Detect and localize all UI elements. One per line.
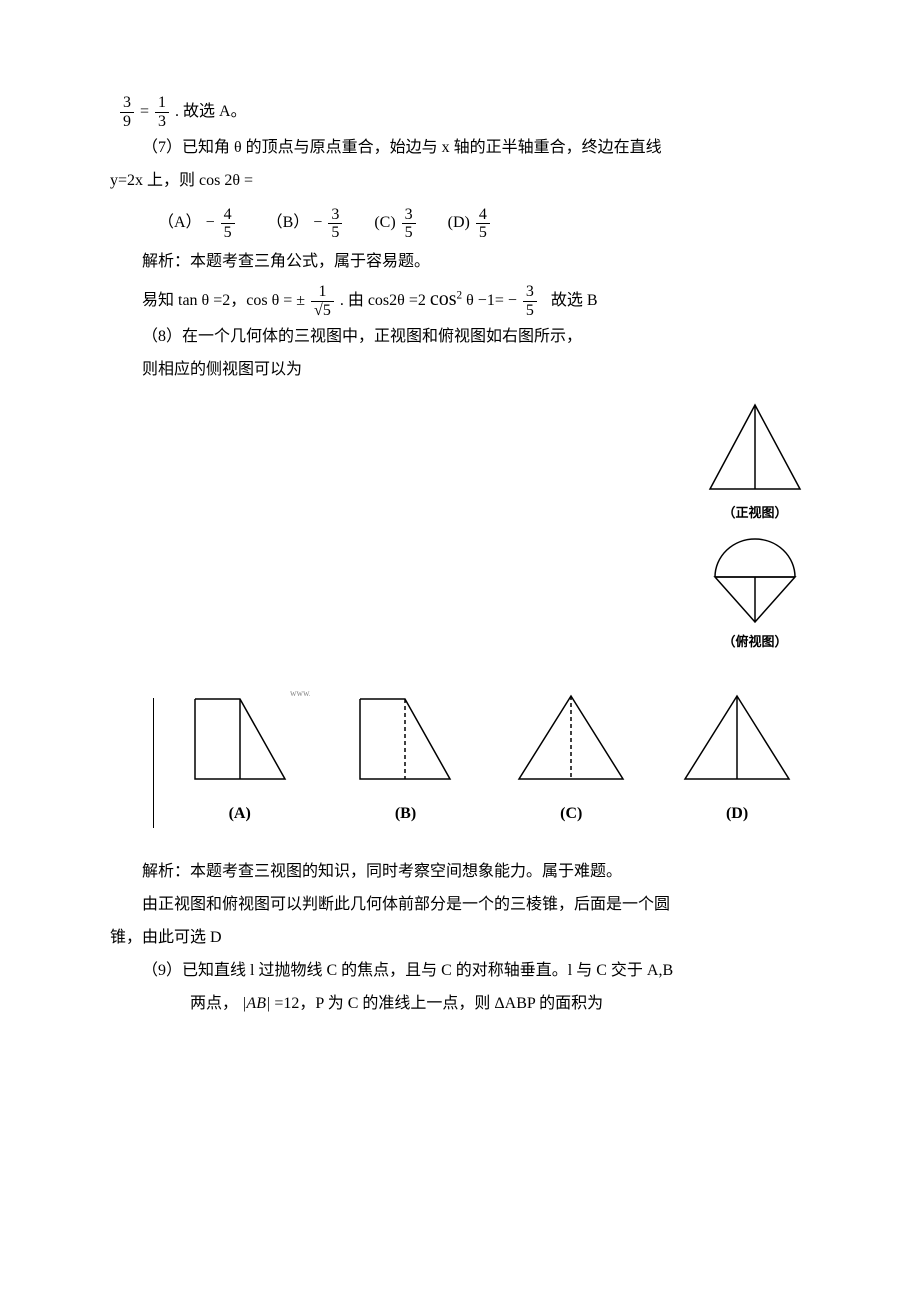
prev-solution-tail: 3 9 = 1 3 . 故选 A。 bbox=[110, 94, 820, 130]
q9-stem-line2: 两点， |AB| =12，P 为 C 的准线上一点，则 ΔABP 的面积为 bbox=[110, 990, 820, 1019]
option-a-figure: www. bbox=[170, 684, 310, 794]
q8-sol-line3: 锥，由此可选 D bbox=[110, 924, 820, 953]
text: . 由 cos2θ =2 bbox=[340, 292, 426, 309]
text: 故选 B bbox=[551, 292, 598, 309]
option-label: (D) bbox=[667, 800, 807, 829]
text: 两点， bbox=[190, 995, 238, 1012]
num: 3 bbox=[523, 283, 537, 302]
q8-option-c: (C) bbox=[501, 684, 641, 829]
q8-option-d: (D) bbox=[667, 684, 807, 829]
q7-stem-line1: （7）已知角 θ 的顶点与原点重合，始边与 x 轴的正半轴重合，终边在直线 bbox=[110, 134, 820, 163]
q7-sol-line1: 解析：本题考查三角公式，属于容易题。 bbox=[110, 248, 820, 277]
den: 5 bbox=[328, 224, 342, 242]
eq-sign: = bbox=[140, 103, 153, 120]
q8-answer-options: www. (A) (B) (C) (D) bbox=[140, 684, 820, 829]
option-label: (B) bbox=[335, 800, 475, 829]
q9-stem-line1: （9）已知直线 l 过抛物线 C 的焦点，且与 C 的对称轴垂直。l 与 C 交… bbox=[110, 957, 820, 986]
given-views: （正视图） （俯视图） bbox=[690, 399, 820, 654]
text: 易知 tan θ =2，cos θ = ± bbox=[142, 292, 305, 309]
den: 5 bbox=[221, 224, 235, 242]
watermark: www. bbox=[290, 688, 310, 698]
option-d-figure bbox=[667, 684, 807, 794]
frac-1-3: 1 3 bbox=[155, 94, 169, 130]
option-label: (A) bbox=[170, 800, 310, 829]
den: √5 bbox=[311, 302, 334, 320]
den: 9 bbox=[120, 113, 134, 131]
q7-option-a: （A） − 45 bbox=[158, 206, 237, 242]
q7-sol-line2: 易知 tan θ =2，cos θ = ± 1 √5 . 由 cos2θ =2 … bbox=[110, 281, 820, 319]
top-view-figure bbox=[700, 532, 810, 628]
opt-label: （A） bbox=[158, 209, 202, 238]
text: =12，P 为 C 的准线上一点，则 ΔABP 的面积为 bbox=[274, 995, 603, 1012]
q8-option-a: www. (A) bbox=[170, 684, 310, 829]
sign: − bbox=[313, 209, 322, 238]
q8-sol-line2: 由正视图和俯视图可以判断此几何体前部分是一个的三棱锥，后面是一个圆 bbox=[110, 891, 820, 920]
option-label: (C) bbox=[501, 800, 641, 829]
num: 3 bbox=[328, 206, 342, 225]
q8-sol-line1: 解析：本题考查三视图的知识，同时考察空间想象能力。属于难题。 bbox=[110, 858, 820, 887]
den: 5 bbox=[476, 224, 490, 242]
num: 3 bbox=[120, 94, 134, 113]
top-view-caption: （俯视图） bbox=[690, 630, 820, 653]
q8-stem-line1: （8）在一个几何体的三视图中，正视图和俯视图如右图所示， bbox=[110, 323, 820, 352]
num: 1 bbox=[311, 283, 334, 302]
frac-3-5: 3 5 bbox=[523, 283, 537, 319]
q7-stem-line2: y=2x 上，则 cos 2θ = bbox=[110, 167, 820, 196]
num: 4 bbox=[476, 206, 490, 225]
text: θ −1= − bbox=[466, 292, 517, 309]
sign: − bbox=[206, 209, 215, 238]
ab-length: |AB| bbox=[242, 995, 270, 1012]
opt-label: (D) bbox=[448, 209, 470, 238]
q7-options: （A） − 45 （B） − 35 (C) 35 (D) 45 bbox=[110, 206, 820, 242]
option-b-figure bbox=[335, 684, 475, 794]
num: 4 bbox=[221, 206, 235, 225]
den: 5 bbox=[402, 224, 416, 242]
opt-label: （B） bbox=[267, 209, 310, 238]
front-view-caption: （正视图） bbox=[690, 501, 820, 524]
q8-option-b: (B) bbox=[335, 684, 475, 829]
option-c-figure bbox=[501, 684, 641, 794]
q7-option-c: (C) 35 bbox=[374, 206, 417, 242]
opt-label: (C) bbox=[374, 209, 395, 238]
den: 5 bbox=[523, 302, 537, 320]
q7-option-d: (D) 45 bbox=[448, 206, 492, 242]
tail-text: . 故选 A。 bbox=[175, 103, 247, 120]
den: 3 bbox=[155, 113, 169, 131]
num: 3 bbox=[402, 206, 416, 225]
num: 1 bbox=[155, 94, 169, 113]
front-view-figure bbox=[700, 399, 810, 499]
q8-stem-line2: 则相应的侧视图可以为 bbox=[110, 356, 820, 385]
q7-option-b: （B） − 35 bbox=[267, 206, 345, 242]
cos: cos bbox=[430, 288, 457, 310]
divider bbox=[153, 698, 154, 828]
exp: 2 bbox=[457, 289, 463, 301]
frac-1-sqrt5: 1 √5 bbox=[311, 283, 334, 319]
frac-3-9: 3 9 bbox=[120, 94, 134, 130]
